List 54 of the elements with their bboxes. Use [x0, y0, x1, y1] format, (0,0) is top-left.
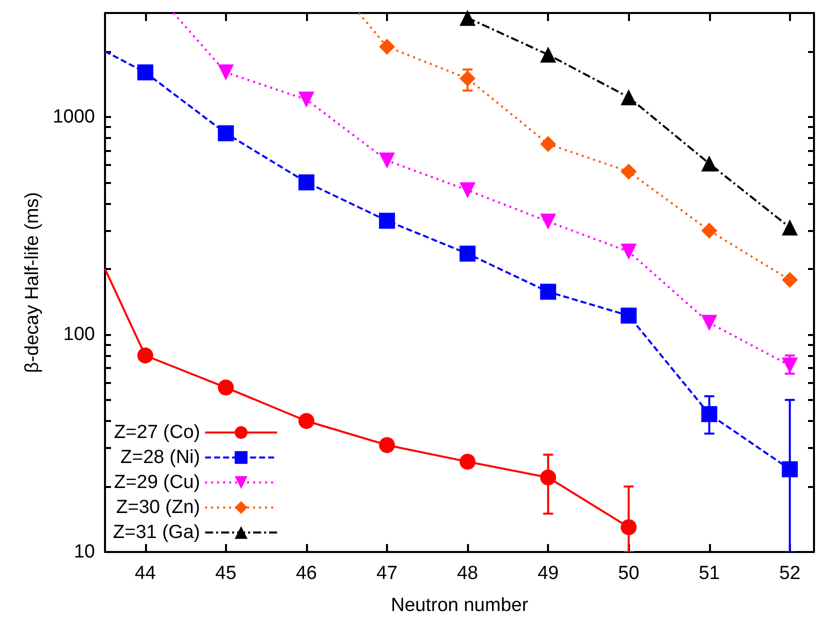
point — [460, 454, 476, 470]
point — [378, 212, 395, 229]
point — [298, 92, 314, 108]
x-tick-label: 45 — [215, 563, 236, 584]
point — [137, 64, 154, 80]
point — [701, 156, 718, 172]
legend-label: Z=29 (Cu) — [114, 472, 200, 493]
x-tick-label: 48 — [456, 563, 478, 584]
point — [378, 38, 395, 55]
legend-label: Z=27 (Co) — [114, 422, 200, 443]
point — [620, 89, 637, 106]
point — [701, 314, 718, 331]
point — [137, 348, 154, 364]
point — [218, 380, 234, 396]
point — [218, 64, 234, 80]
point — [460, 10, 476, 26]
legend-label: Z=28 (Ni) — [120, 447, 200, 468]
x-tick-label: 46 — [296, 563, 317, 584]
point — [701, 406, 718, 422]
x-axis-title: Neutron number — [390, 595, 529, 616]
legend-label: Z=31 (Ga) — [112, 522, 200, 543]
y-tick-label: 100 — [63, 324, 95, 345]
point — [540, 214, 556, 230]
point — [540, 136, 556, 152]
point — [218, 125, 234, 142]
point — [540, 284, 556, 300]
point — [460, 70, 476, 86]
point — [379, 437, 395, 454]
point — [782, 461, 798, 478]
point — [782, 219, 798, 236]
x-tick-label: 52 — [779, 563, 800, 584]
point — [620, 519, 637, 536]
point — [620, 308, 637, 324]
point — [620, 244, 637, 260]
y-axis-title: β-decay Half-life (ms) — [22, 192, 43, 373]
point — [540, 46, 556, 63]
x-tick-label: 50 — [618, 563, 640, 584]
point — [701, 222, 718, 239]
y-tick-label: 10 — [74, 542, 95, 562]
point — [460, 246, 476, 262]
x-tick-label: 44 — [134, 563, 156, 584]
point — [460, 182, 476, 198]
x-tick-label: 49 — [538, 563, 559, 584]
x-tick-label: 51 — [698, 563, 720, 584]
y-tick-label: 1000 — [52, 106, 95, 128]
point — [620, 164, 637, 180]
point — [782, 272, 798, 288]
legend-label: Z=30 (Zn) — [116, 497, 200, 518]
point — [540, 469, 556, 486]
point — [378, 152, 395, 168]
point — [782, 357, 798, 374]
point — [298, 174, 314, 190]
point — [298, 413, 314, 429]
x-tick-label: 47 — [376, 563, 398, 584]
